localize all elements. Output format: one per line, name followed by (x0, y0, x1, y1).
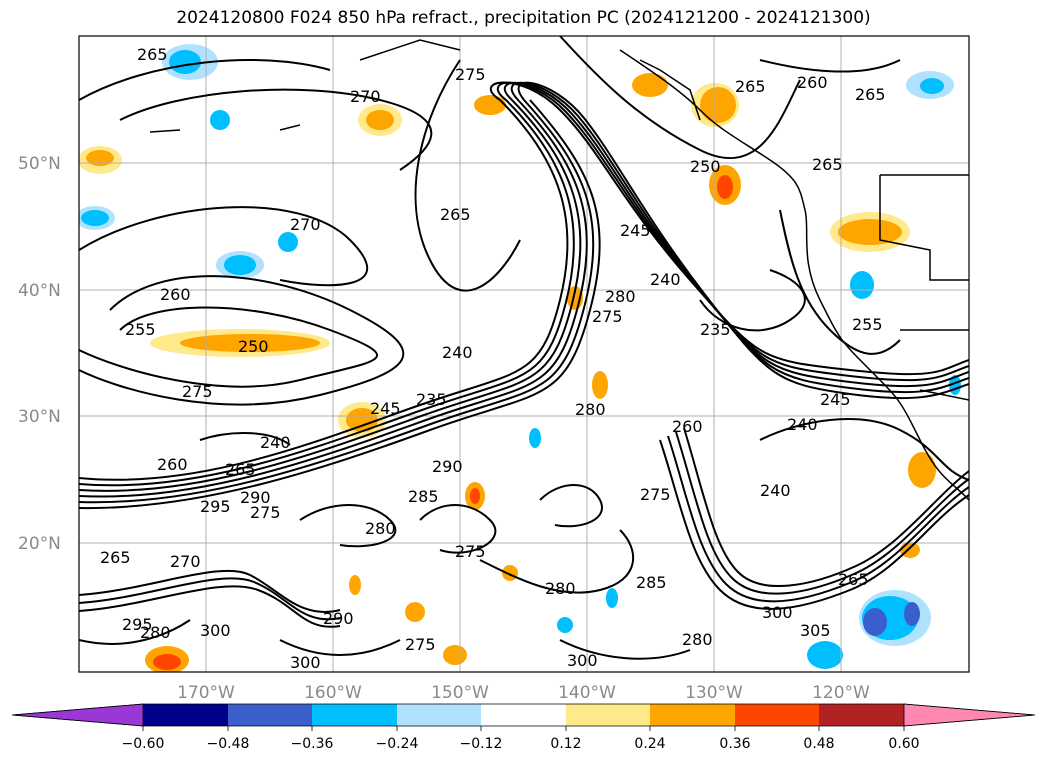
contour-labels: 265 270 275 265 260 265 265 250 270 265 … (100, 45, 886, 672)
contour-label: 275 (405, 635, 436, 654)
contour-label: 300 (290, 653, 321, 672)
colorbar-tick-label: −0.60 (122, 736, 165, 752)
coastline (149, 39, 969, 501)
contour-label: 240 (260, 433, 291, 452)
lat-label: 50°N (18, 154, 61, 174)
contour-label: 265 (812, 155, 843, 174)
colorbar-swatch (481, 704, 566, 726)
contour-label: 280 (545, 579, 576, 598)
longitude-labels: 170°W 160°W 150°W 140°W 130°W 120°W (177, 683, 870, 703)
colorbar-swatch (819, 704, 904, 726)
lat-label: 40°N (18, 281, 61, 301)
precip-shading (79, 44, 961, 672)
contour-label: 275 (455, 65, 486, 84)
lon-label: 140°W (558, 683, 616, 703)
lon-label: 150°W (431, 683, 489, 703)
contour-label: 265 (225, 460, 256, 479)
contour-label: 290 (240, 488, 271, 507)
contour-label: 295 (122, 615, 153, 634)
colorbar-swatch (228, 704, 312, 726)
contour-label: 300 (567, 651, 598, 670)
contour-label: 290 (323, 609, 354, 628)
contour-label: 265 (440, 205, 471, 224)
colorbar-tick-label: 0.36 (719, 736, 750, 752)
colorbar-tick-label: −0.12 (460, 736, 503, 752)
contour-label: 280 (605, 287, 636, 306)
map-title: 2024120800 F024 850 hPa refract., precip… (176, 8, 871, 28)
colorbar-swatch (397, 704, 481, 726)
contour-label: 235 (416, 390, 447, 409)
contour-label: 275 (182, 382, 213, 401)
colorbar-swatch (312, 704, 397, 726)
contour-label: 275 (640, 485, 671, 504)
contour-label: 270 (170, 552, 201, 571)
contour-label: 255 (852, 315, 883, 334)
contour-label: 270 (350, 87, 381, 106)
contour-label: 265 (137, 45, 168, 64)
contour-label: 245 (370, 399, 401, 418)
contour-label: 240 (442, 343, 473, 362)
contour-label: 240 (787, 415, 818, 434)
colorbar-swatch (143, 704, 228, 726)
contour-label: 270 (290, 215, 321, 234)
contour-label: 245 (620, 221, 651, 240)
contour-label: 240 (650, 270, 681, 289)
contour-label: 285 (636, 573, 667, 592)
colorbar-swatch (566, 704, 650, 726)
contour-label: 280 (682, 630, 713, 649)
contour-label: 265 (735, 77, 766, 96)
lon-label: 160°W (304, 683, 362, 703)
colorbar-tick-label: 0.12 (550, 736, 581, 752)
contour-label: 280 (575, 400, 606, 419)
colorbar-extend-low (11, 703, 144, 727)
plot-frame (78, 35, 970, 673)
colorbar-tick-label: 0.24 (634, 736, 665, 752)
contour-label: 285 (408, 487, 439, 506)
contour-label: 255 (125, 320, 156, 339)
contour-label: 265 (100, 548, 131, 567)
contour-label: 300 (200, 621, 231, 640)
contour-label: 275 (592, 307, 623, 326)
colorbar-tick-label: 0.48 (803, 736, 834, 752)
colorbar-tick-label: −0.48 (207, 736, 250, 752)
lat-label: 30°N (18, 407, 61, 427)
colorbar-swatch (735, 704, 819, 726)
contour-label: 260 (157, 455, 188, 474)
colorbar: −0.60 −0.48 −0.36 −0.24 −0.12 0.12 0.24 … (11, 703, 1036, 752)
colorbar-swatch (650, 704, 735, 726)
colorbar-tick-label: −0.36 (291, 736, 334, 752)
lon-label: 130°W (685, 683, 743, 703)
contour-label: 260 (672, 417, 703, 436)
contour-label: 295 (200, 497, 231, 516)
contour-label: 280 (140, 623, 171, 642)
contour-label: 235 (700, 320, 731, 339)
colorbar-extend-high (903, 703, 1036, 727)
contour-label: 265 (838, 570, 869, 589)
contour-label: 305 (800, 621, 831, 640)
lon-label: 120°W (812, 683, 870, 703)
contour-label: 250 (690, 157, 721, 176)
contour-label: 280 (365, 519, 396, 538)
refractivity-contours (79, 36, 969, 660)
lon-label: 170°W (177, 683, 235, 703)
contour-label: 250 (238, 337, 269, 356)
lat-label: 20°N (18, 534, 61, 554)
contour-label: 265 (855, 85, 886, 104)
contour-label: 275 (455, 542, 486, 561)
contour-label: 300 (762, 603, 793, 622)
contour-label: 275 (250, 503, 281, 522)
colorbar-tick-label: 0.60 (888, 736, 919, 752)
contour-label: 240 (760, 481, 791, 500)
contour-label: 260 (797, 73, 828, 92)
contour-label: 245 (820, 390, 851, 409)
contour-label: 260 (160, 285, 191, 304)
contour-label: 290 (432, 457, 463, 476)
latitude-labels: 50°N 40°N 30°N 20°N (18, 154, 61, 554)
colorbar-tick-label: −0.24 (376, 736, 419, 752)
